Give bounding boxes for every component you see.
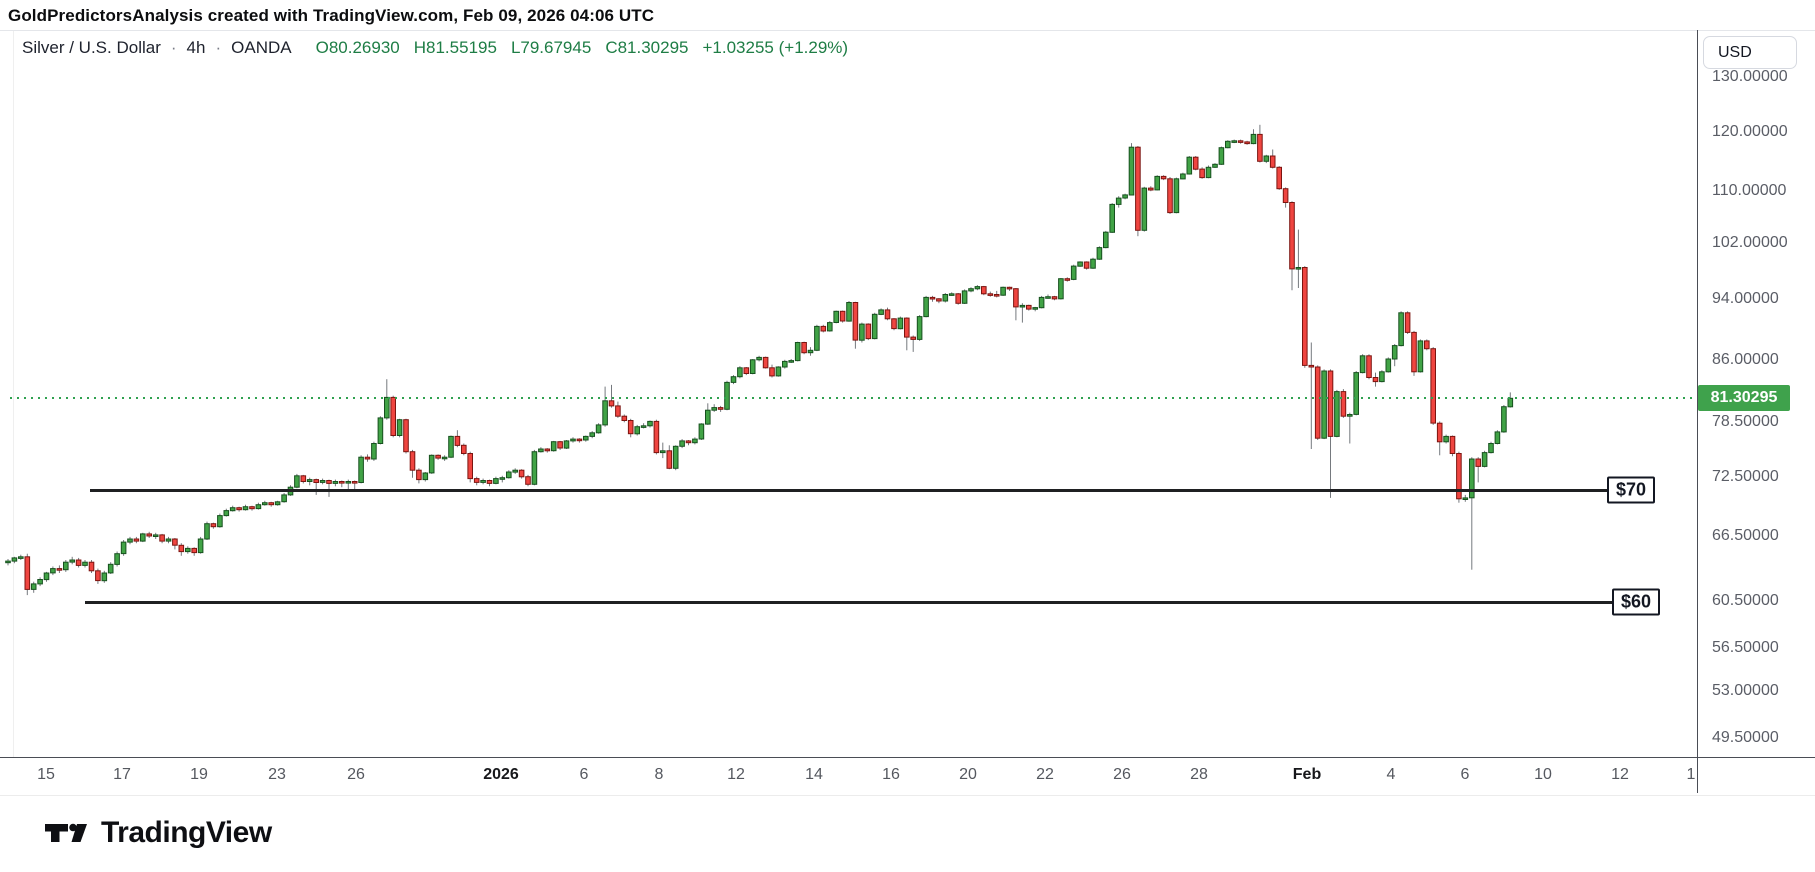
high-value: H81.55195 (413, 38, 497, 57)
price-tick-label: 66.50000 (1712, 526, 1779, 544)
header-divider (0, 30, 1815, 31)
time-axis-border (0, 757, 1815, 758)
exchange-label: OANDA (231, 38, 292, 57)
price-tick-label: 120.00000 (1712, 122, 1788, 140)
time-tick-label: 2026 (483, 766, 519, 783)
time-tick-label: 14 (805, 766, 823, 783)
symbol-title[interactable]: Silver / U.S. Dollar (22, 38, 161, 57)
time-tick-label: 26 (347, 766, 365, 783)
time-tick-label: 22 (1036, 766, 1054, 783)
change-value: +1.03255 (+1.29%) (702, 38, 849, 57)
price-axis[interactable]: 130.00000 120.00000 110.00000 102.00000 94.0… (1698, 31, 1815, 757)
low-value: L79.67945 (510, 38, 592, 57)
time-axis[interactable]: 15 17 19 23 26 2026 6 8 12 14 16 20 22 26 28 Feb 4 6 10 12 1 (0, 758, 1697, 794)
price-tick-label: 110.00000 (1712, 182, 1787, 200)
price-tick-label: 56.50000 (1712, 638, 1779, 656)
level-label-70[interactable]: $70 (1607, 476, 1656, 504)
time-tick-label: 6 (1460, 766, 1470, 783)
currency-toggle-button[interactable]: USD (1703, 36, 1797, 69)
time-tick-label: 20 (959, 766, 977, 783)
ohlc-values: O80.26930 H81.55195 L79.67945 C81.30295 … (316, 38, 848, 58)
time-tick-label: 12 (727, 766, 745, 783)
tradingview-logo[interactable]: TradingView (45, 815, 272, 851)
time-tick-label: 6 (579, 766, 589, 783)
tradingview-logo-text: TradingView (101, 816, 272, 849)
time-tick-label: 23 (268, 766, 286, 783)
widget-bottom-border (0, 795, 1815, 796)
interval-label[interactable]: 4h (186, 38, 206, 57)
price-tick-label: 60.50000 (1712, 591, 1779, 609)
price-tick-label: 78.50000 (1712, 413, 1779, 431)
level-line-70-segment[interactable] (90, 489, 1607, 492)
current-price-line (10, 397, 1697, 400)
tradingview-logo-icon (45, 823, 87, 842)
price-tick-label: 130.00000 (1712, 67, 1788, 85)
price-tick-label: 53.00000 (1712, 682, 1779, 700)
price-tick-label: 94.00000 (1712, 289, 1779, 307)
time-tick-label: 12 (1611, 766, 1629, 783)
chart-legend: Silver / U.S. Dollar · 4h · OANDA O80.26… (22, 38, 848, 58)
time-tick-label: 4 (1386, 766, 1396, 783)
candles-svg[interactable] (0, 0, 1697, 793)
time-tick-label: 19 (190, 766, 208, 783)
time-tick-label: 1 (1686, 766, 1696, 783)
price-tick-label: 102.00000 (1712, 233, 1788, 251)
open-value: O80.26930 (315, 38, 400, 57)
time-tick-label: 15 (37, 766, 55, 783)
price-axis-border (1697, 30, 1698, 793)
level-line-60-segment[interactable] (85, 601, 1612, 604)
close-value: C81.30295 (605, 38, 689, 57)
pane-left-edge (13, 31, 14, 757)
legend-separator: · (215, 38, 222, 57)
time-tick-label: 16 (882, 766, 900, 783)
current-price-value: 81.30295 (1710, 389, 1778, 407)
current-price-badge: 81.30295 (1698, 385, 1790, 412)
price-tick-label: 49.50000 (1712, 729, 1779, 747)
time-tick-label: 28 (1190, 766, 1208, 783)
legend-separator: · (170, 38, 177, 57)
attribution-text: GoldPredictorsAnalysis created with Trad… (8, 6, 655, 25)
time-tick-label: 17 (113, 766, 131, 783)
level-label-60[interactable]: $60 (1612, 588, 1661, 616)
currency-label: USD (1718, 43, 1752, 61)
time-tick-label: 26 (1113, 766, 1131, 783)
time-tick-label: Feb (1292, 766, 1322, 783)
price-tick-label: 86.00000 (1712, 350, 1779, 368)
time-tick-label: 8 (654, 766, 664, 783)
time-tick-label: 10 (1534, 766, 1552, 783)
price-tick-label: 72.50000 (1712, 467, 1779, 485)
